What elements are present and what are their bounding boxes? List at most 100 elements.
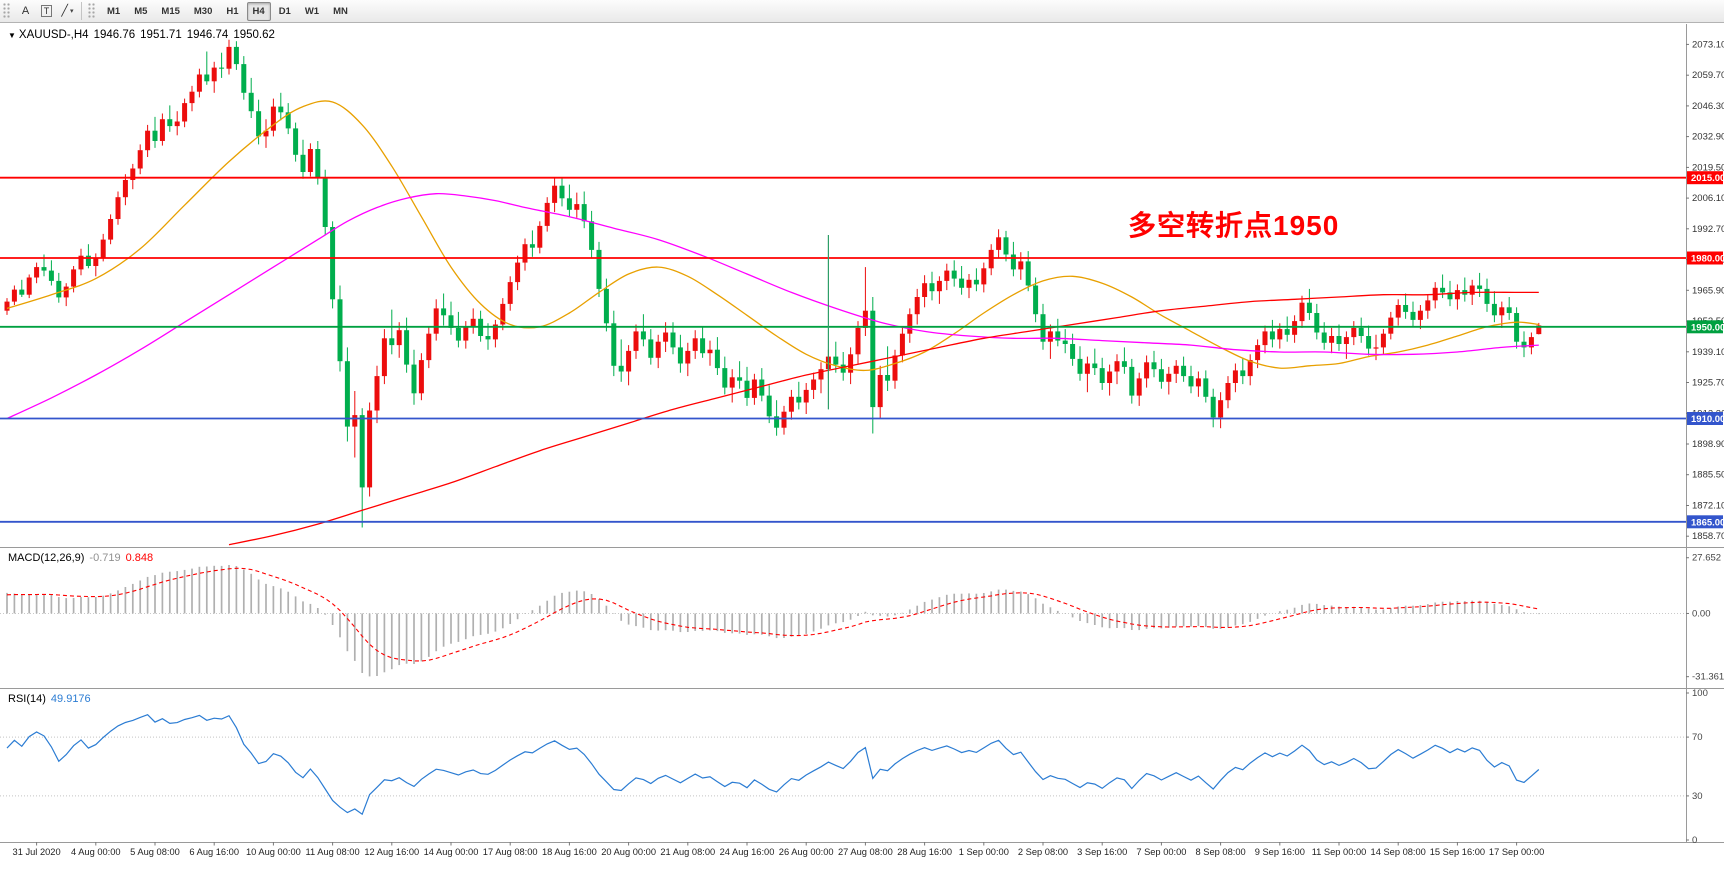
price-scale-label: 1858.70 [1692, 531, 1724, 542]
svg-text:2015.00: 2015.00 [1691, 173, 1724, 184]
time-axis-label: 11 Aug 08:00 [306, 847, 360, 857]
price-scale-label: 1925.70 [1692, 378, 1724, 389]
macd-name: MACD(12,26,9) [8, 552, 85, 564]
rsi-scale-label: 0 [1692, 835, 1697, 846]
ma-line-fast[interactable] [6, 100, 1539, 372]
rsi-indicator-label: RSI(14) 49.9176 [8, 693, 96, 705]
svg-text:1910.00: 1910.00 [1691, 414, 1724, 425]
price-axis[interactable]: 2073.10 2059.70 2046.30 2032.90 2019.50 2006.… [0, 24, 1724, 846]
chart-canvas[interactable]: 2073.10 2059.70 2046.30 2032.90 2019.50 2006.… [0, 24, 1724, 889]
horizontal-lines[interactable] [0, 176, 1686, 523]
toolbar-separator [81, 2, 82, 20]
tf-button-h1[interactable]: H1 [226, 5, 239, 17]
rsi-scale-label: 70 [1692, 732, 1703, 743]
rsi-line [6, 714, 1540, 816]
drawing-toolbar: A T ╱ ▾ [15, 1, 78, 21]
macd-signal-line [6, 567, 1539, 662]
price-scale-label: 1939.10 [1692, 347, 1724, 358]
price-scale-label: 1898.90 [1692, 439, 1724, 450]
price-scale-label: 2019.50 [1692, 162, 1724, 173]
chart-annotation[interactable]: 多空转折点1950 [1128, 210, 1340, 241]
ohlc-low: 1946.74 [186, 29, 229, 41]
macd-scale-label: -31.361 [1692, 672, 1724, 683]
ma-line-slow[interactable] [228, 291, 1539, 546]
rsi-pane [0, 714, 1686, 816]
chart-title: ▼ XAUUSD-,H4 1946.76 1951.71 1946.74 1950.62 [8, 29, 280, 41]
time-axis-label: 14 Sep 08:00 [1371, 847, 1426, 857]
time-axis-label: 15 Sep 16:00 [1430, 847, 1485, 857]
ma-line-mid[interactable] [6, 192, 1539, 420]
toolbar-button-label-tool[interactable]: A [16, 1, 35, 21]
macd-pane [0, 565, 1686, 677]
price-scale-label: 2046.30 [1692, 101, 1724, 112]
hline-price-tag [1687, 171, 1723, 185]
rsi-value: 49.9176 [50, 693, 91, 705]
time-axis-label: 17 Aug 08:00 [483, 847, 538, 857]
ohlc-high: 1951.71 [140, 29, 182, 41]
symbol-timeframe: XAUUSD-,H4 [18, 29, 89, 41]
time-axis-label: 6 Aug 16:00 [189, 847, 239, 857]
rsi-scale-label: 30 [1692, 791, 1703, 802]
svg-text:1865.00: 1865.00 [1691, 517, 1724, 528]
hline-price-tag [1687, 251, 1723, 265]
macd-scale-label: 27.652 [1692, 553, 1721, 564]
tf-button-m30[interactable]: M30 [193, 5, 213, 17]
tf-button-mn[interactable]: MN [333, 5, 348, 17]
time-axis-label: 11 Sep 00:00 [1312, 847, 1367, 857]
timeframe-toolbar: M1 M5 M15 M30 H1 H4 D1 W1 MN [100, 1, 355, 21]
time-axis-label: 7 Sep 00:00 [1136, 847, 1186, 857]
time-axis-label: 31 Jul 2020 [13, 847, 61, 857]
time-axis-label: 14 Aug 00:00 [424, 847, 479, 857]
time-axis-label: 1 Sep 00:00 [959, 847, 1009, 857]
price-scale-label: 2032.90 [1692, 132, 1724, 143]
macd-scale-label: 0.00 [1692, 608, 1711, 619]
time-axis-label: 3 Sep 16:00 [1077, 847, 1127, 857]
symbol-dropdown-icon[interactable]: ▼ [8, 31, 16, 40]
time-axis-label: 2 Sep 08:00 [1018, 847, 1068, 857]
time-axis-label: 18 Aug 16:00 [542, 847, 597, 857]
price-scale-label: 1885.50 [1692, 470, 1724, 481]
ohlc-open: 1946.76 [93, 29, 136, 41]
time-axis-label: 20 Aug 00:00 [601, 847, 656, 857]
hline-price-tag [1687, 515, 1723, 529]
price-scale-label: 1965.90 [1692, 285, 1724, 296]
toolbar-grip[interactable] [3, 3, 11, 19]
candlestick-series[interactable] [4, 39, 1542, 528]
tf-button-m15[interactable]: M15 [161, 5, 180, 17]
time-axis-label: 8 Sep 08:00 [1196, 847, 1246, 857]
toolbar: A T ╱ ▾ M1 M5 M15 M30 H1 H4 D1 W1 MN [0, 0, 1724, 23]
macd-signal-value: 0.848 [125, 552, 154, 564]
tf-button-h4[interactable]: H4 [246, 1, 271, 21]
time-axis-label: 12 Aug 16:00 [364, 847, 419, 857]
price-scale-label: 1872.10 [1692, 501, 1724, 512]
time-axis[interactable]: 31 Jul 2020 4 Aug 00:00 5 Aug 08:00 6 Aug 1… [13, 842, 1545, 857]
time-axis-label: 28 Aug 16:00 [897, 847, 952, 857]
price-scale-label: 1992.70 [1692, 224, 1724, 235]
tf-button-m1[interactable]: M1 [107, 5, 121, 17]
hline-price-tag [1687, 320, 1723, 334]
timeframe-toolbar-grip[interactable] [88, 3, 96, 19]
time-axis-label: 10 Aug 00:00 [246, 847, 301, 857]
text-tool-icon: T [40, 5, 53, 17]
svg-text:1980.00: 1980.00 [1691, 254, 1724, 265]
time-axis-label: 5 Aug 08:00 [130, 847, 180, 857]
price-scale-label: 2059.70 [1692, 70, 1724, 81]
toolbar-button-text-tool[interactable]: T [37, 1, 56, 21]
time-axis-label: 27 Aug 08:00 [838, 847, 893, 857]
chevron-down-icon: ▾ [70, 8, 74, 15]
time-axis-label: 17 Sep 00:00 [1489, 847, 1544, 857]
time-axis-label: 9 Sep 16:00 [1255, 847, 1305, 857]
tf-button-d1[interactable]: D1 [278, 5, 291, 17]
rsi-name: RSI(14) [8, 693, 46, 705]
tf-button-w1[interactable]: W1 [304, 5, 320, 17]
ohlc-close: 1950.62 [233, 29, 275, 41]
time-axis-label: 21 Aug 08:00 [660, 847, 715, 857]
macd-indicator-label: MACD(12,26,9) -0.719 0.848 [8, 552, 158, 564]
draw-tools-icon: ╱ [61, 5, 69, 17]
toolbar-button-draw-tools[interactable]: ╱ ▾ [58, 1, 77, 21]
time-axis-label: 4 Aug 00:00 [71, 847, 121, 857]
label-tool-icon: A [21, 5, 30, 17]
tf-button-m5[interactable]: M5 [134, 5, 148, 17]
macd-main-value: -0.719 [89, 552, 121, 564]
moving-averages[interactable] [6, 100, 1539, 546]
